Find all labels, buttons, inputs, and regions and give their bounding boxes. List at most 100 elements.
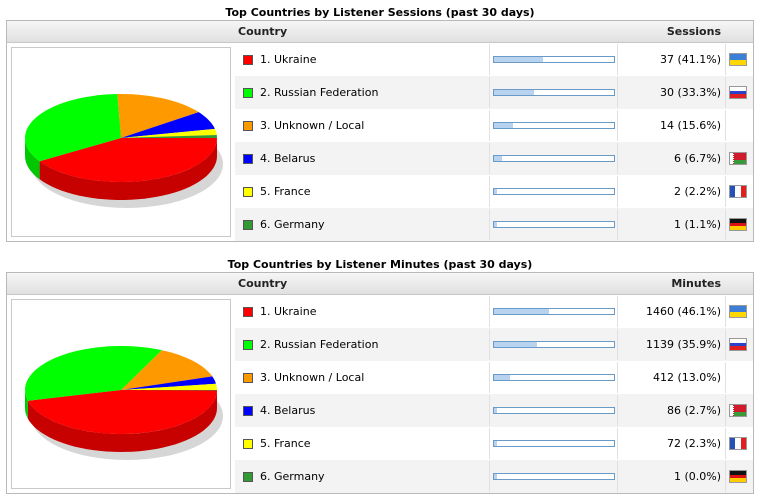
sessions-table: 1. Ukraine 37 (41.1%) 2. Russian Federatio…	[235, 43, 753, 241]
percent-bar-fill	[494, 375, 510, 380]
color-swatch	[243, 121, 253, 131]
pie-slice	[121, 350, 213, 390]
metric-value: 1139 (35.9%)	[645, 338, 721, 351]
color-swatch	[243, 340, 253, 350]
ukraine-flag-icon	[729, 305, 747, 318]
column-divider	[617, 296, 618, 327]
country-label: 2. Russian Federation	[260, 86, 379, 99]
metric-value: 1460 (46.1%)	[645, 305, 721, 318]
pie-slice	[117, 94, 199, 138]
column-divider	[725, 176, 726, 207]
sessions-title: Top Countries by Listener Sessions (past…	[225, 6, 535, 19]
column-divider	[617, 44, 618, 75]
country-label: 2. Russian Federation	[260, 338, 379, 351]
pie-slice-side	[25, 390, 28, 419]
color-swatch	[243, 307, 253, 317]
pie-slice	[121, 128, 217, 138]
metric-value: 37 (41.1%)	[659, 53, 721, 66]
sessions-pie-chart	[11, 47, 231, 237]
percent-bar-fill	[494, 156, 502, 161]
column-divider	[725, 110, 726, 141]
minutes-column-header[interactable]: Minutes	[671, 277, 721, 290]
percent-bar-fill	[494, 474, 497, 479]
pie-slice	[121, 383, 217, 390]
column-divider	[725, 461, 726, 492]
percent-bar-fill	[494, 189, 497, 194]
country-label: 5. France	[260, 185, 311, 198]
pie-slice-side	[39, 138, 217, 200]
column-divider	[617, 362, 618, 393]
color-swatch	[243, 406, 253, 416]
column-divider	[617, 428, 618, 459]
table-row: 4. Belarus 86 (2.7%)	[235, 394, 753, 427]
percent-bar	[493, 89, 615, 96]
pie-slice	[121, 390, 217, 391]
country-column-header[interactable]: Country	[238, 25, 288, 38]
column-divider	[489, 329, 490, 360]
germany-flag-icon	[729, 218, 747, 231]
column-divider	[725, 77, 726, 108]
percent-bar	[493, 473, 615, 480]
table-row: 6. Germany 1 (1.1%)	[235, 208, 753, 241]
metric-value: 1 (0.0%)	[673, 470, 721, 483]
table-row: 1. Ukraine 37 (41.1%)	[235, 43, 753, 76]
column-divider	[725, 428, 726, 459]
pie-slice	[25, 94, 121, 162]
pie-slice-side	[25, 138, 40, 180]
percent-bar-fill	[494, 408, 497, 413]
belarus-flag-icon	[729, 404, 747, 417]
metric-value: 1 (1.1%)	[673, 218, 721, 231]
percent-bar	[493, 374, 615, 381]
pie-slice	[39, 138, 217, 182]
metric-value: 6 (6.7%)	[673, 152, 721, 165]
color-swatch	[243, 373, 253, 383]
minutes-table: 1. Ukraine 1460 (46.1%) 2. Russian Federat…	[235, 295, 753, 493]
table-row: 1. Ukraine 1460 (46.1%)	[235, 295, 753, 328]
column-divider	[489, 395, 490, 426]
color-swatch	[243, 439, 253, 449]
column-divider	[725, 362, 726, 393]
color-swatch	[243, 88, 253, 98]
color-swatch	[243, 187, 253, 197]
metric-value: 86 (2.7%)	[666, 404, 721, 417]
table-row: 5. France 72 (2.3%)	[235, 427, 753, 460]
minutes-header: Country Minutes	[7, 273, 753, 295]
sessions-column-header[interactable]: Sessions	[666, 25, 721, 38]
column-divider	[617, 176, 618, 207]
percent-bar	[493, 221, 615, 228]
column-divider	[489, 461, 490, 492]
table-row: 2. Russian Federation 1139 (35.9%)	[235, 328, 753, 361]
pie-slice	[121, 376, 216, 390]
metric-value: 30 (33.3%)	[659, 86, 721, 99]
percent-bar	[493, 407, 615, 414]
color-swatch	[243, 220, 253, 230]
france-flag-icon	[729, 437, 747, 450]
column-divider	[617, 461, 618, 492]
pie-slice	[25, 346, 162, 401]
table-row: 5. France 2 (2.2%)	[235, 175, 753, 208]
column-divider	[489, 176, 490, 207]
percent-bar	[493, 188, 615, 195]
country-label: 1. Ukraine	[260, 53, 317, 66]
country-label: 6. Germany	[260, 470, 325, 483]
country-label: 4. Belarus	[260, 404, 316, 417]
column-divider	[617, 143, 618, 174]
column-divider	[617, 110, 618, 141]
column-divider	[725, 143, 726, 174]
country-label: 6. Germany	[260, 218, 325, 231]
ukraine-flag-icon	[729, 53, 747, 66]
table-row: 4. Belarus 6 (6.7%)	[235, 142, 753, 175]
country-label: 3. Unknown / Local	[260, 371, 365, 384]
column-divider	[489, 110, 490, 141]
percent-bar-fill	[494, 90, 534, 95]
percent-bar	[493, 341, 615, 348]
percent-bar-fill	[494, 309, 549, 314]
minutes-panel: Country Minutes 1. Ukraine 1460 (46.1%) 2.…	[6, 272, 754, 494]
country-label: 3. Unknown / Local	[260, 119, 365, 132]
table-row: 2. Russian Federation 30 (33.3%)	[235, 76, 753, 109]
percent-bar-fill	[494, 57, 543, 62]
pie-slice	[121, 135, 217, 138]
percent-bar-fill	[494, 342, 537, 347]
sessions-header: Country Sessions	[7, 21, 753, 43]
country-column-header[interactable]: Country	[238, 277, 288, 290]
